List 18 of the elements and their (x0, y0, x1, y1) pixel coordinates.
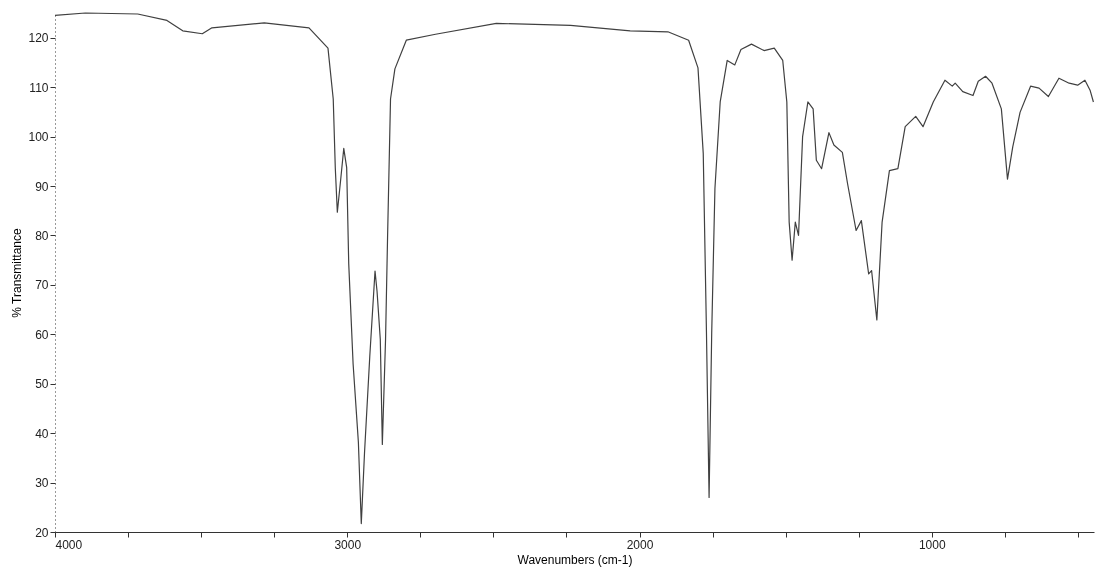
y-tick-label: 110 (29, 80, 49, 95)
y-tick-label: 40 (35, 426, 49, 441)
y-tick-label: 90 (35, 179, 49, 194)
y-tick-label: 20 (35, 525, 49, 540)
y-tick-label: 80 (35, 228, 49, 243)
y-tick-label: 30 (35, 476, 49, 491)
line-series (54, 12, 1095, 525)
x-tick-label: 3000 (334, 537, 362, 552)
y-tick-label: 120 (28, 31, 49, 46)
y-tick-label: 100 (28, 130, 49, 145)
x-axis-title: Wavenumbers (cm-1) (517, 552, 633, 567)
y-tick-label: 60 (35, 327, 49, 342)
x-tick-label: 2000 (626, 537, 654, 552)
y-tick-label: 50 (35, 377, 49, 392)
x-tick-label: 1000 (918, 537, 946, 552)
y-axis-title: % Transmittance (10, 227, 25, 318)
x-tick-label: 4000 (55, 537, 83, 552)
y-tick-label: 70 (35, 278, 49, 293)
